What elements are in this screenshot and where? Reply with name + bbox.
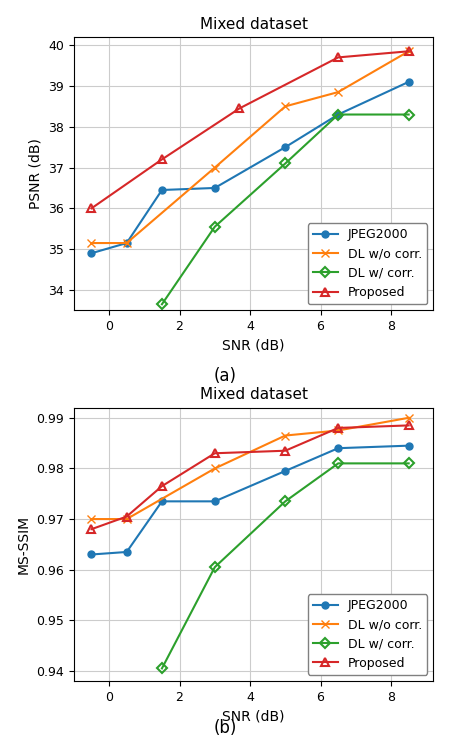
DL w/ corr. xyxy=(159,664,165,673)
DL w/ corr. xyxy=(212,222,217,231)
Line: JPEG2000: JPEG2000 xyxy=(88,78,412,257)
JPEG2000 xyxy=(159,186,165,195)
DL w/ corr. xyxy=(406,110,411,119)
JPEG2000 xyxy=(89,249,94,258)
Legend: JPEG2000, DL w/o corr., DL w/ corr., Proposed: JPEG2000, DL w/o corr., DL w/ corr., Pro… xyxy=(308,223,427,304)
Proposed xyxy=(283,446,288,455)
Proposed xyxy=(335,423,341,432)
DL w/o corr. xyxy=(335,426,341,435)
DL w/ corr. xyxy=(406,459,411,468)
DL w/ corr. xyxy=(283,159,288,168)
DL w/o corr. xyxy=(406,414,411,423)
Line: Proposed: Proposed xyxy=(87,421,413,534)
JPEG2000 xyxy=(335,444,341,453)
DL w/o corr. xyxy=(89,514,94,523)
DL w/ corr. xyxy=(335,110,341,119)
X-axis label: SNR (dB): SNR (dB) xyxy=(222,339,285,353)
Y-axis label: PSNR (dB): PSNR (dB) xyxy=(29,138,43,209)
Line: DL w/ corr.: DL w/ corr. xyxy=(158,111,412,308)
JPEG2000 xyxy=(212,497,217,505)
DL w/o corr. xyxy=(89,238,94,247)
DL w/o corr. xyxy=(283,431,288,440)
Title: Mixed dataset: Mixed dataset xyxy=(200,17,308,32)
Text: (a): (a) xyxy=(213,367,237,385)
DL w/o corr. xyxy=(212,464,217,473)
Line: Proposed: Proposed xyxy=(87,47,413,212)
DL w/o corr. xyxy=(335,87,341,96)
DL w/ corr. xyxy=(335,459,341,468)
Proposed xyxy=(335,53,341,62)
DL w/o corr. xyxy=(406,47,411,55)
JPEG2000 xyxy=(335,110,341,119)
Line: DL w/o corr.: DL w/o corr. xyxy=(87,47,413,247)
Text: (b): (b) xyxy=(213,719,237,736)
Proposed xyxy=(237,104,242,112)
Proposed xyxy=(406,47,411,55)
Proposed xyxy=(212,449,217,458)
X-axis label: SNR (dB): SNR (dB) xyxy=(222,710,285,723)
JPEG2000 xyxy=(406,78,411,87)
DL w/o corr. xyxy=(212,163,217,172)
Proposed xyxy=(124,512,130,521)
JPEG2000 xyxy=(283,466,288,475)
DL w/ corr. xyxy=(159,300,165,309)
Y-axis label: MS-SSIM: MS-SSIM xyxy=(17,515,31,574)
Proposed xyxy=(159,155,165,164)
JPEG2000 xyxy=(159,497,165,505)
Proposed xyxy=(406,421,411,430)
JPEG2000 xyxy=(124,548,130,556)
Proposed xyxy=(89,204,94,213)
JPEG2000 xyxy=(124,238,130,247)
JPEG2000 xyxy=(212,184,217,192)
DL w/ corr. xyxy=(283,497,288,505)
Line: JPEG2000: JPEG2000 xyxy=(88,443,412,558)
Line: DL w/o corr.: DL w/o corr. xyxy=(87,414,413,523)
JPEG2000 xyxy=(283,143,288,152)
JPEG2000 xyxy=(89,550,94,559)
Line: DL w/ corr.: DL w/ corr. xyxy=(158,460,412,672)
Legend: JPEG2000, DL w/o corr., DL w/ corr., Proposed: JPEG2000, DL w/o corr., DL w/ corr., Pro… xyxy=(308,594,427,675)
DL w/o corr. xyxy=(124,514,130,523)
JPEG2000 xyxy=(406,441,411,450)
DL w/o corr. xyxy=(283,102,288,111)
DL w/ corr. xyxy=(212,562,217,571)
Proposed xyxy=(89,525,94,534)
Title: Mixed dataset: Mixed dataset xyxy=(200,387,308,403)
DL w/o corr. xyxy=(124,238,130,247)
Proposed xyxy=(159,482,165,491)
